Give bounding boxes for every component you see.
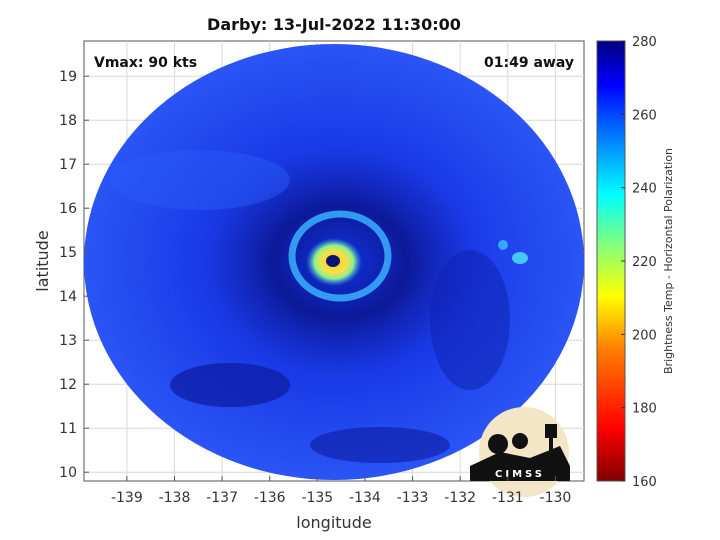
x-axis-ticks: -139 -138 -137 -136 -135 -134 -133 -132 -131 -130 <box>111 476 571 506</box>
microwave-swath <box>84 44 584 480</box>
logo-tower-icon <box>545 424 557 438</box>
y-tick-label: 19 <box>59 69 77 85</box>
time-away-label: 01:49 away <box>484 55 574 71</box>
eyewall-outer-ring <box>288 210 392 302</box>
isolated-cell-east <box>512 252 528 264</box>
x-tick-label: -135 <box>301 490 333 506</box>
x-tick-label: -136 <box>254 490 286 506</box>
vmax-label: Vmax: 90 kts <box>94 55 197 71</box>
cimss-logo: CIMSS <box>470 407 570 497</box>
colorbar-gradient <box>596 40 626 482</box>
x-axis-label: longitude <box>296 513 371 532</box>
colorbar-label: Brightness Temp - Horizontal Polarizatio… <box>662 148 675 374</box>
colorbar-tick-label: 260 <box>632 108 657 123</box>
x-tick-label: -132 <box>444 490 476 506</box>
y-tick-label: 11 <box>59 421 77 437</box>
x-tick-label: -137 <box>206 490 238 506</box>
logo-tower-leg <box>549 438 553 462</box>
colorbar-tick-label: 240 <box>632 182 657 197</box>
logo-dish-icon <box>488 434 508 454</box>
rain-band-south <box>310 427 450 463</box>
y-tick-label: 12 <box>59 377 77 393</box>
logo-ground <box>470 446 570 481</box>
storm-eye <box>326 255 340 267</box>
x-tick-label: -139 <box>111 490 143 506</box>
x-tick-label: -134 <box>349 490 381 506</box>
y-tick-label: 13 <box>59 333 77 349</box>
x-tick-label: -133 <box>397 490 429 506</box>
y-tick-label: 16 <box>59 201 77 217</box>
rain-band-east <box>430 250 510 390</box>
colorbar-ticks: 280 260 240 220 200 180 160 <box>621 35 657 490</box>
x-tick-label: -138 <box>159 490 191 506</box>
x-tick-label: -130 <box>540 490 572 506</box>
y-tick-label: 14 <box>59 289 77 305</box>
y-tick-label: 15 <box>59 245 77 261</box>
colorbar-tick-label: 180 <box>632 402 657 417</box>
colorbar-tick-label: 160 <box>632 475 657 490</box>
colorbar-tick-label: 200 <box>632 328 657 343</box>
figure-title: Darby: 13-Jul-2022 11:30:00 <box>207 15 461 34</box>
colorbar: 280 260 240 220 200 180 160 Brightness Temp - … <box>596 35 675 490</box>
x-tick-label: -131 <box>492 490 524 506</box>
logo-dish-icon-2 <box>512 433 528 449</box>
y-tick-label: 10 <box>59 465 77 481</box>
y-tick-label: 17 <box>59 157 77 173</box>
plot-area: Vmax: 90 kts 01:49 away CIMSS <box>83 40 585 497</box>
colorbar-tick-label: 220 <box>632 255 657 270</box>
rain-band-nw <box>110 150 290 210</box>
logo-text: CIMSS <box>495 469 545 480</box>
y-axis-ticks: 19 18 17 16 15 14 13 12 11 10 <box>59 69 89 481</box>
y-tick-label: 18 <box>59 113 77 129</box>
rain-band-sw <box>170 363 290 407</box>
colorbar-tick-label: 280 <box>632 35 657 50</box>
isolated-cell-east-2 <box>498 240 508 250</box>
y-axis-label: latitude <box>33 230 52 291</box>
